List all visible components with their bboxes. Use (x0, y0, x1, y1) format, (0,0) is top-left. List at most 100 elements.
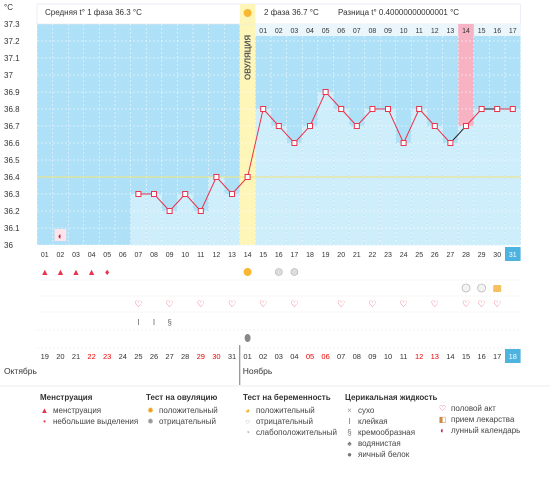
temp-line-segment (309, 91, 327, 127)
heart-icon: ♡ (493, 299, 501, 309)
menstruation-icon: ▲ (87, 267, 96, 277)
day-number: 16 (275, 252, 283, 259)
heart-icon: ♡ (197, 299, 205, 309)
y-tick-label: 36.5 (4, 156, 20, 165)
temperature-chart: 36 36.1 36.2 36.3 36.4 36.5 36.6 36.7 36.8 36.9 37… (0, 3, 550, 387)
medicine-icon (493, 285, 502, 292)
legend-other: ♡ половой акт ◧ прием лекарства ◐ лунный ка… (438, 403, 521, 436)
heart-icon: ♡ (462, 299, 470, 309)
sticky-icon: I (153, 318, 155, 327)
unit-label: °C (4, 3, 13, 12)
temp-point (166, 208, 173, 214)
cycle-day-number: 01 (259, 28, 267, 35)
temp-point (244, 174, 251, 180)
date-label: 03 (275, 352, 283, 361)
day-number: 02 (57, 252, 65, 259)
temp-point (416, 106, 423, 112)
y-tick-label: 36.9 (4, 88, 20, 97)
temp-point (135, 191, 142, 197)
today-date-cell (505, 349, 521, 363)
menstruation-icon: ▲ (56, 267, 65, 277)
temp-point (494, 106, 501, 112)
temp-point (322, 89, 329, 95)
pregnancy-weak-icon: ◔ (245, 428, 250, 437)
temp-point (182, 191, 189, 197)
temp-point (213, 174, 220, 180)
legend-item: лунный календарь (451, 426, 521, 435)
date-label: 06 (321, 352, 329, 361)
ovulation-label: ОВУЛЯЦИЯ (244, 35, 253, 80)
drop-icon: • (43, 417, 46, 426)
moon-icon: ◐ (440, 426, 445, 435)
y-tick-label: 36.1 (4, 224, 20, 233)
y-tick-label: 36.3 (4, 190, 20, 199)
date-label: 16 (477, 352, 485, 361)
day-number: 08 (150, 252, 158, 259)
temp-line-segment (387, 108, 405, 144)
temp-line-segment (403, 108, 420, 144)
day-number: 04 (88, 252, 96, 259)
legend-item: кремообразная (358, 428, 416, 437)
day-number: 17 (291, 252, 299, 259)
cycle-day-highlight (458, 24, 474, 36)
date-label: 05 (306, 352, 314, 361)
temp-column (270, 125, 287, 246)
date-label: 17 (493, 352, 501, 361)
day-number: 03 (72, 252, 80, 259)
neg-sun-icon (290, 268, 299, 276)
date-label: 02 (259, 352, 267, 361)
legend-item: слабоположительный (256, 428, 337, 437)
temp-point (229, 191, 235, 197)
date-label: 18 (509, 352, 517, 361)
heart-icon: ♡ (431, 299, 439, 309)
sun-icon (243, 268, 252, 276)
cycle-days-row (255, 24, 521, 36)
menstruation-icon: ▲ (40, 406, 49, 415)
temp-point (260, 106, 267, 112)
pregnancy-negative-icon: ○ (245, 417, 250, 426)
day-number: 12 (213, 252, 221, 259)
day-number: 27 (447, 252, 455, 259)
temp-point (447, 140, 454, 146)
cycle-day-number: 12 (431, 28, 439, 35)
cycle-day-number: 14 (462, 28, 470, 35)
y-tick-label: 36.4 (4, 173, 20, 182)
date-label: 19 (41, 352, 49, 361)
legend-title: Церикальная жидкость (345, 393, 438, 402)
menstruation-icon: ▲ (40, 267, 49, 277)
date-label: 28 (181, 352, 189, 361)
heart-icon: ♡ (290, 299, 298, 309)
y-tick-label: 37.2 (4, 37, 20, 46)
temp-column (348, 125, 365, 246)
heart-icon: ♡ (337, 299, 345, 309)
legend-item: яичный белок (358, 450, 410, 459)
temp-point (338, 106, 345, 112)
month-label: Ноябрь (243, 366, 273, 376)
legend-title: Менструация (40, 393, 93, 402)
legend-title: Тест на овуляцию (146, 393, 218, 402)
menstruation-icon: ♦ (105, 267, 110, 277)
date-label: 10 (384, 352, 392, 361)
date-label: 07 (337, 352, 345, 361)
legend-item: половой акт (451, 404, 496, 413)
cycle-day-number: 08 (369, 28, 377, 35)
today-cell (505, 247, 521, 261)
heart-icon: ♡ (259, 299, 267, 309)
cycle-day-number: 07 (353, 28, 361, 35)
temp-point (431, 123, 438, 129)
date-label: 23 (103, 352, 111, 361)
ovulation-column (239, 4, 256, 245)
pregnancy-negative-icon (461, 283, 471, 293)
cycle-day-number: 11 (416, 28, 423, 35)
sun-icon: ✹ (147, 406, 154, 415)
cycle-day-number: 05 (322, 28, 330, 35)
temp-point (463, 123, 469, 129)
date-label: 31 (228, 352, 236, 361)
temp-point (369, 106, 376, 112)
date-label: 11 (400, 352, 408, 361)
temp-point (151, 191, 157, 197)
moon-cell (54, 229, 67, 241)
y-tick-label: 37 (4, 71, 13, 80)
cycle-day-number: 10 (400, 28, 408, 35)
